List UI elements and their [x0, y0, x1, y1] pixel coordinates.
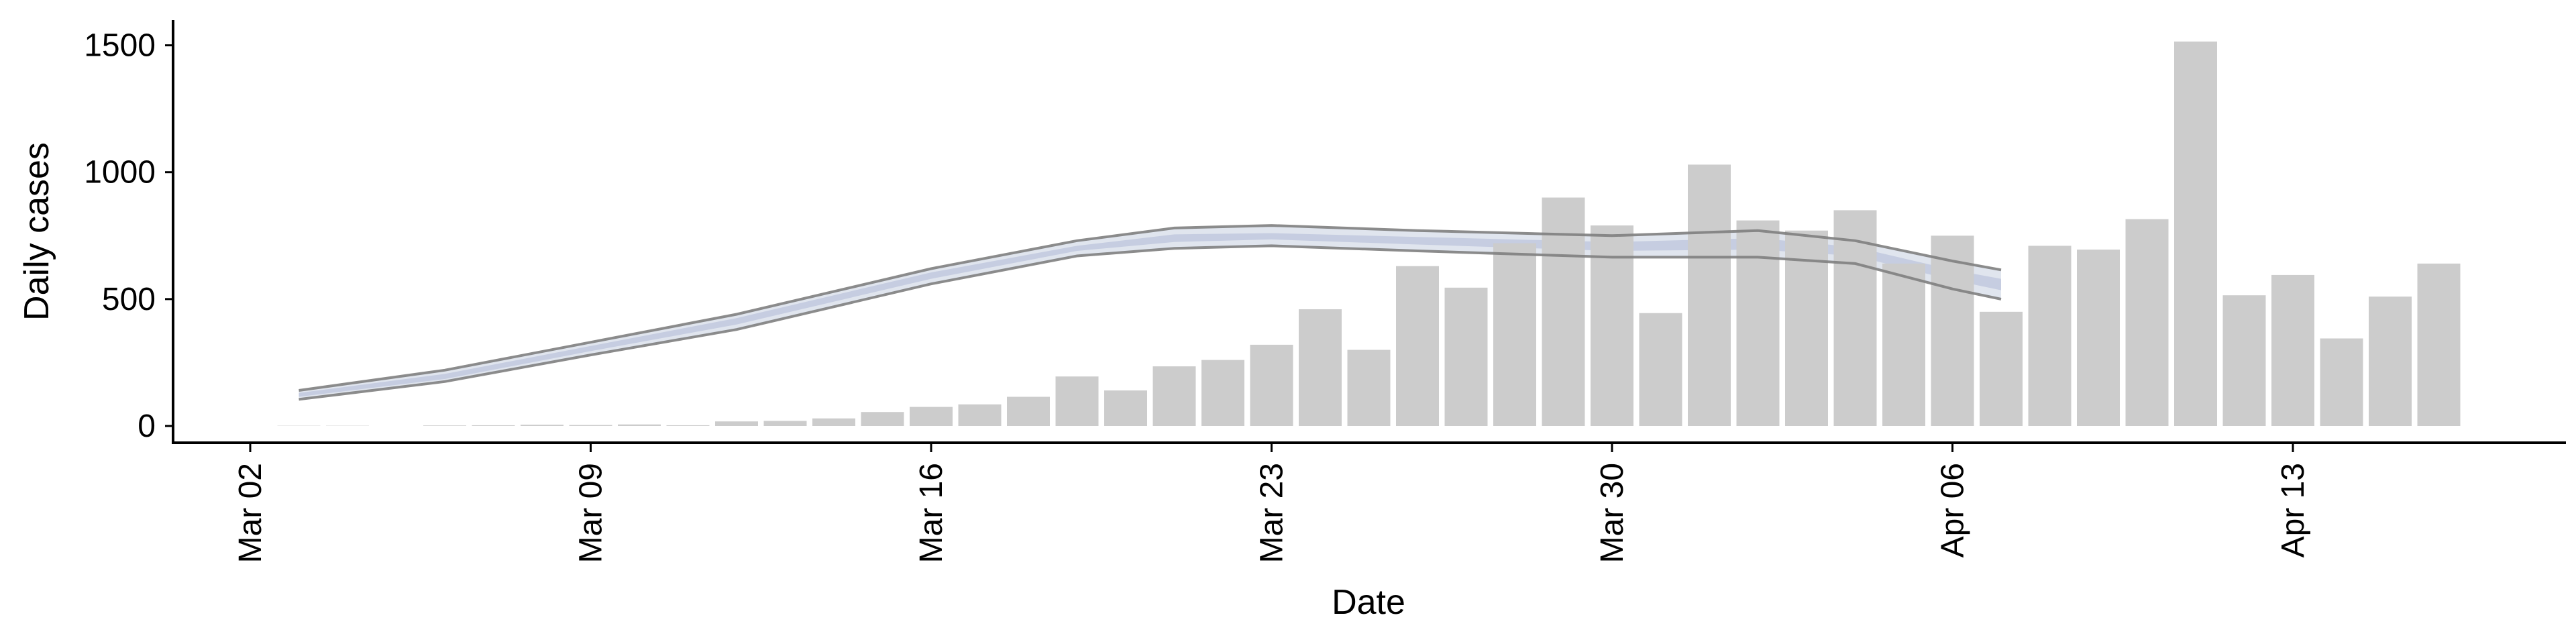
bar-2020-03-20	[1104, 390, 1147, 426]
bar-2020-03-08	[521, 425, 564, 426]
bar-2020-03-24	[1299, 309, 1342, 426]
bar-2020-03-29	[1542, 197, 1585, 426]
bar-2020-03-18	[1007, 396, 1050, 426]
bar-2020-03-11	[666, 425, 710, 426]
x-tick-label: Mar 02	[233, 463, 268, 563]
bar-2020-04-14	[2320, 338, 2363, 426]
bar-2020-03-14	[812, 418, 855, 426]
bar-2020-04-12	[2222, 295, 2266, 426]
bar-2020-04-06	[1931, 235, 1974, 426]
band-outer	[299, 225, 2001, 400]
bar-2020-04-07	[1980, 311, 2023, 426]
band-upper-edge	[299, 224, 2002, 392]
x-tick-label: Mar 09	[574, 463, 609, 563]
bar-2020-04-16	[2417, 263, 2461, 426]
band-lower-edge	[299, 244, 2002, 401]
y-tick-label: 500	[102, 282, 156, 317]
x-tick-label: Apr 13	[2275, 463, 2311, 557]
x-tick-label: Mar 23	[1254, 463, 1290, 563]
bar-2020-03-17	[958, 404, 1002, 426]
daily-case-bars	[277, 41, 2461, 426]
bar-2020-03-30	[1591, 225, 1633, 426]
bar-2020-03-22	[1201, 360, 1244, 426]
bar-2020-04-11	[2174, 41, 2217, 426]
x-axis-title: Date	[1332, 583, 1405, 622]
bar-2020-03-26	[1396, 266, 1439, 426]
y-tick-label: 1500	[84, 28, 156, 64]
bar-2020-04-05	[1882, 263, 1925, 426]
bar-2020-03-07	[472, 425, 515, 426]
bar-2020-03-19	[1055, 376, 1099, 426]
bar-2020-03-28	[1493, 243, 1536, 426]
bar-2020-04-08	[2028, 246, 2072, 426]
x-tick-label: Mar 30	[1595, 463, 1630, 563]
y-tick-label: 0	[138, 409, 156, 444]
bar-2020-03-12	[715, 421, 758, 426]
y-axis-ticks: 0 500 1000 1500	[84, 28, 173, 444]
bar-2020-03-25	[1347, 350, 1391, 426]
y-tick-label: 1000	[84, 155, 156, 191]
bar-2020-03-16	[910, 407, 953, 426]
band-inner	[299, 233, 2001, 397]
x-tick-label: Mar 16	[914, 463, 949, 563]
bar-2020-03-13	[763, 421, 807, 426]
x-axis-ticks: Mar 02 Mar 09 Mar 16 Mar 23 Mar 30 Apr 06 Apr …	[233, 443, 2311, 563]
bar-2020-03-06	[423, 425, 466, 426]
bar-2020-04-10	[2125, 219, 2169, 426]
bar-2020-03-21	[1152, 366, 1196, 426]
bar-2020-03-27	[1444, 287, 1488, 426]
bar-2020-04-01	[1688, 164, 1731, 426]
bar-2020-04-15	[2369, 297, 2412, 426]
bar-2020-03-09	[569, 425, 612, 426]
estimate-bands	[299, 225, 2001, 400]
y-axis-title: Daily cases	[17, 142, 56, 321]
bar-2020-04-02	[1736, 220, 1780, 426]
bar-2020-04-13	[2271, 274, 2314, 426]
bar-2020-04-09	[2077, 250, 2120, 426]
bar-2020-04-04	[1833, 210, 1877, 426]
x-tick-label: Apr 06	[1935, 463, 1971, 557]
bar-2020-03-10	[618, 424, 661, 426]
bar-2020-04-03	[1785, 230, 1828, 426]
bar-2020-03-15	[861, 412, 904, 426]
bar-2020-03-31	[1639, 313, 1682, 426]
estimate-band-edges	[299, 224, 2002, 401]
bar-2020-03-23	[1250, 344, 1293, 426]
